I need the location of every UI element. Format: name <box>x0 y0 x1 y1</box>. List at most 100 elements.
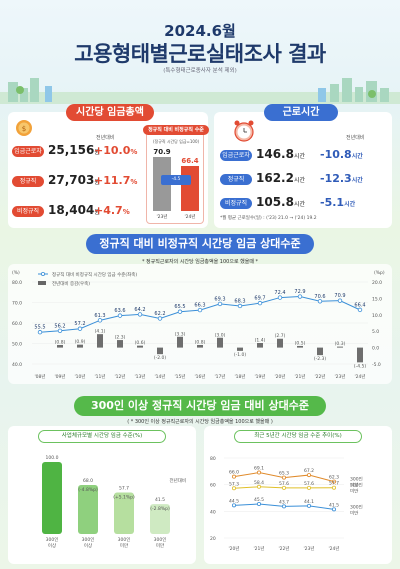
relative-level-point <box>117 313 123 318</box>
trend-point <box>231 474 236 479</box>
hourly-row-label: 임금근로자 <box>12 146 44 157</box>
change-bar-label: (3.3) <box>175 331 186 337</box>
relative-level-label: 56.2 <box>54 323 65 329</box>
relative-level-label: 68.3 <box>234 298 245 304</box>
x-axis-tick: '23년 <box>334 373 345 380</box>
change-bar-label: (1.4) <box>255 338 266 344</box>
hours-row-label: 임금근로자 <box>220 150 252 161</box>
relative-level-label: 69.3 <box>214 296 225 302</box>
relative-level-point <box>37 330 43 335</box>
work-hours-section-title: 근로시간 <box>264 104 338 121</box>
trend-value-label: 57.7 <box>329 481 339 487</box>
size-bar-category: 미만 <box>120 542 128 549</box>
relative-level-point <box>77 326 83 331</box>
relative-level-label: 69.7 <box>254 296 265 302</box>
left-axis-tick: 70.0 <box>12 301 22 307</box>
ratio-to-bar <box>181 166 199 211</box>
hourly-wage-section-title: 시간당 임금총액 <box>66 104 154 121</box>
relative-level-point <box>137 312 143 317</box>
trend-series-label: 미만 <box>350 488 358 495</box>
ratio-to-value: 66.4 <box>181 157 199 165</box>
change-bar <box>97 334 103 348</box>
size-bar-change-suffix: 전년대비 <box>169 477 186 484</box>
relative-level-label: 66.3 <box>194 303 205 309</box>
trend-value-label: 44.5 <box>229 498 239 504</box>
x-axis-tick: '22년 <box>314 373 325 380</box>
trend-value-label: 57.3 <box>229 481 239 487</box>
hourly-row-change: +11.7% <box>94 174 138 187</box>
relative-note: * 정규직근로자의 시간당 임금총액을 100으로 했을때 * <box>141 259 259 265</box>
size-bar-category: 300인 <box>154 536 167 543</box>
trend-value-label: 57.6 <box>279 481 289 487</box>
right-axis-tick: -5.0 <box>372 362 381 368</box>
relative-level-point <box>57 328 63 333</box>
legend-bar-label: 전년대비 증감(우축) <box>52 280 90 287</box>
section3-title: 300인 이상 정규직 시간당 임금 대비 상대수준 <box>74 396 326 416</box>
ratio-from-value: 70.9 <box>153 148 171 156</box>
hourly-row-value: 25,156원 <box>48 143 100 157</box>
trend-x-tick: '21년 <box>253 545 264 552</box>
size-bar-category: 이상 <box>48 542 56 549</box>
change-bar-label: (0.3) <box>335 341 346 347</box>
trend-series-label: 300인 <box>350 482 363 489</box>
relative-level-label: 64.2 <box>134 307 145 313</box>
trend-x-tick: '22년 <box>278 545 289 552</box>
change-bar <box>137 345 143 348</box>
ratio-box-title: 정규직 대비 비정규직 수준 <box>143 125 209 135</box>
trend-value-label: 45.5 <box>254 497 264 503</box>
change-bar-label: (0.5) <box>295 340 306 346</box>
x-axis-tick: '16년 <box>194 373 205 380</box>
x-axis-tick: '13년 <box>134 373 145 380</box>
x-axis-tick: '12년 <box>114 373 125 380</box>
relative-level-label: 65.5 <box>174 304 185 310</box>
x-axis-tick: '18년 <box>234 373 245 380</box>
hours-row-value: 162.2시간 <box>256 171 306 185</box>
change-bar <box>317 347 323 356</box>
trend-point <box>331 485 336 490</box>
relative-level-label: 72.4 <box>274 290 285 296</box>
trend-value-label: 41.5 <box>329 502 339 508</box>
change-bar <box>357 347 363 363</box>
relative-level-point <box>177 309 183 314</box>
relative-level-point <box>97 318 103 323</box>
trend-point <box>282 475 287 480</box>
size-bar-change: (+5.1%p) <box>113 494 135 500</box>
size-bar <box>114 492 134 534</box>
left-axis-tick: 40.0 <box>12 362 22 368</box>
trend-y-tick: 40 <box>210 509 216 515</box>
x-axis-tick: '11년 <box>94 373 105 380</box>
x-axis-tick: '14년 <box>154 373 165 380</box>
relative-level-point <box>237 303 243 309</box>
x-axis-tick: '19년 <box>254 373 265 380</box>
size-bar-category: 이상 <box>84 542 92 549</box>
change-bar <box>77 344 83 348</box>
trend-value-label: 58.4 <box>254 480 264 486</box>
change-bar-label: (0.8) <box>195 339 206 345</box>
trend-x-tick: '24년 <box>328 545 339 552</box>
trend-value-label: 43.7 <box>279 499 289 505</box>
relative-level-point <box>157 316 163 321</box>
size-bar-value: 100.0 <box>46 455 59 461</box>
trend-value-label: 57.6 <box>304 481 314 487</box>
trend-header: 최근 5년간 시간당 임금 수준 추이(%) <box>234 430 362 443</box>
size-bar-value: 68.0 <box>83 478 93 484</box>
left-axis-unit: (%) <box>12 270 20 276</box>
city-skyline-illustration <box>0 78 400 104</box>
hourly-row-change: +10.0% <box>94 144 138 157</box>
change-bar-label: (-1.0) <box>234 352 247 358</box>
coin-icon: $ <box>14 118 34 138</box>
trend-y-tick: 20 <box>210 536 216 542</box>
relative-level-label: 72.9 <box>294 289 305 295</box>
x-axis-tick: '21년 <box>294 373 305 380</box>
x-axis-tick: '20년 <box>274 373 285 380</box>
ratio-from-year: '23년 <box>156 215 168 220</box>
change-bar-label: (0.9) <box>75 339 86 345</box>
ratio-box: 정규직 대비 비정규직 수준 (정규직 시간당 임금=100) 70.9 66.… <box>143 125 209 224</box>
hours-row-change: -10.8시간 <box>320 148 363 161</box>
source-note: (특수형태근로종사자 분석 제외) <box>163 68 237 74</box>
page-title: 고용형태별근로실태조사 결과 <box>74 42 326 66</box>
x-axis-tick: '24년 <box>354 373 365 380</box>
change-bar-label: (4.1) <box>95 329 106 335</box>
trend-series-label: 300인 <box>350 503 363 510</box>
